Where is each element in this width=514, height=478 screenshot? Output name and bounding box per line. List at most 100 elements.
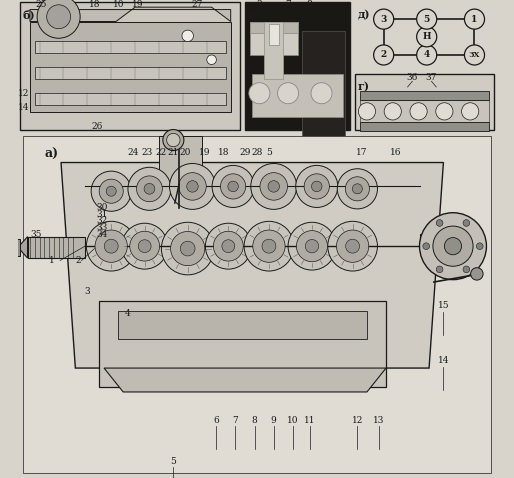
Bar (35, 41, 226, 53)
Circle shape (268, 181, 280, 192)
Bar (360, 91, 489, 100)
Bar (35, 67, 226, 79)
Circle shape (433, 226, 473, 266)
Text: 37: 37 (426, 73, 437, 82)
Circle shape (345, 177, 370, 201)
Text: д): д) (357, 10, 370, 21)
Circle shape (374, 45, 394, 65)
Circle shape (296, 165, 338, 207)
Bar (360, 122, 489, 131)
Circle shape (297, 231, 327, 262)
Circle shape (144, 184, 155, 194)
Text: 31: 31 (96, 210, 107, 218)
Circle shape (137, 176, 162, 202)
Circle shape (419, 213, 486, 280)
Polygon shape (302, 31, 345, 136)
Text: 2: 2 (75, 256, 81, 265)
Bar (250, 22, 298, 33)
Bar (118, 311, 367, 339)
Circle shape (374, 9, 394, 29)
Circle shape (337, 230, 369, 262)
Polygon shape (61, 163, 444, 368)
Circle shape (417, 9, 437, 29)
Circle shape (288, 222, 336, 270)
Text: а): а) (44, 148, 59, 161)
Text: 5: 5 (171, 457, 176, 466)
Bar (35, 93, 226, 105)
Circle shape (95, 230, 127, 262)
Circle shape (171, 231, 205, 266)
Circle shape (311, 181, 322, 192)
Text: 14: 14 (437, 357, 449, 365)
Circle shape (463, 220, 470, 227)
Circle shape (410, 103, 427, 120)
Circle shape (353, 184, 362, 194)
Text: 12: 12 (18, 89, 29, 98)
Bar (99, 301, 386, 387)
Circle shape (253, 230, 285, 262)
Circle shape (417, 27, 437, 47)
Circle shape (337, 169, 377, 209)
Circle shape (213, 231, 243, 261)
Bar (269, 24, 279, 45)
Circle shape (86, 221, 136, 271)
Text: 17: 17 (356, 148, 368, 156)
Text: 27: 27 (192, 0, 203, 9)
Text: 26: 26 (91, 122, 103, 131)
Text: 1: 1 (471, 15, 478, 23)
Bar (360, 100, 489, 122)
Bar (245, 2, 350, 130)
Circle shape (471, 268, 483, 280)
Text: 29: 29 (240, 148, 251, 156)
Text: 11: 11 (304, 416, 315, 425)
Text: 15: 15 (437, 302, 449, 310)
Text: 1: 1 (49, 256, 54, 265)
Text: 25: 25 (35, 0, 47, 9)
Circle shape (128, 167, 171, 210)
Circle shape (130, 231, 159, 261)
Text: 12: 12 (352, 416, 363, 425)
Text: 14: 14 (18, 103, 29, 112)
Bar (30, 22, 231, 112)
Circle shape (91, 171, 131, 211)
Text: 10: 10 (113, 0, 124, 9)
Text: 3: 3 (256, 0, 262, 9)
Circle shape (358, 103, 376, 120)
Circle shape (106, 186, 116, 196)
Text: Н: Н (423, 33, 431, 41)
Text: в): в) (247, 10, 261, 21)
Text: 21: 21 (168, 148, 179, 156)
Text: 28: 28 (251, 148, 263, 156)
Text: 32: 32 (96, 217, 107, 225)
Polygon shape (18, 237, 28, 258)
Text: 23: 23 (141, 148, 153, 156)
Text: 33: 33 (96, 223, 107, 232)
Text: 3: 3 (380, 15, 387, 23)
Text: г): г) (357, 81, 370, 92)
Circle shape (262, 239, 276, 253)
Circle shape (345, 239, 360, 253)
Text: 2: 2 (380, 51, 387, 59)
Circle shape (244, 221, 294, 271)
Circle shape (99, 179, 123, 203)
Circle shape (436, 220, 443, 227)
Circle shape (206, 223, 251, 269)
Circle shape (384, 103, 401, 120)
Circle shape (212, 165, 254, 207)
Circle shape (445, 238, 462, 255)
Text: 5: 5 (424, 15, 430, 23)
Text: 5: 5 (266, 148, 272, 156)
Bar (250, 22, 298, 55)
Text: 9: 9 (271, 416, 277, 425)
Circle shape (417, 45, 437, 65)
Circle shape (260, 173, 287, 200)
Circle shape (161, 222, 214, 275)
Circle shape (304, 174, 329, 199)
Circle shape (465, 45, 485, 65)
Circle shape (47, 5, 70, 29)
Text: 6: 6 (213, 416, 219, 425)
Bar (159, 136, 202, 194)
Bar (28, 237, 85, 258)
Bar (21, 2, 240, 130)
Text: 20: 20 (179, 148, 191, 156)
